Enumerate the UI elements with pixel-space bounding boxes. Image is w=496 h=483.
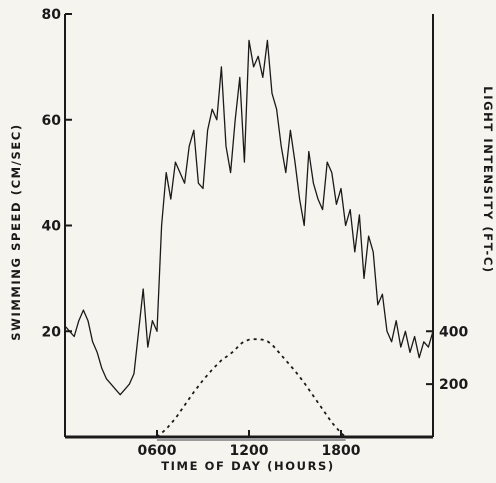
y-tick-label: 40 <box>42 219 62 235</box>
x-axis-title: TIME OF DAY (HOURS) <box>161 459 335 473</box>
x-tick-label: 1800 <box>322 443 361 459</box>
tick-label-layer: 0600 1200 1800 20 40 60 80 200 400 <box>42 7 469 459</box>
y-axis-title: SWIMMING SPEED (CM/SEC) <box>9 123 23 340</box>
swimming-speed-line <box>64 39 434 396</box>
y2-tick-label: 400 <box>439 324 468 340</box>
tick-layer <box>65 13 433 437</box>
series-layer <box>64 39 434 438</box>
y-tick-label: 20 <box>42 324 62 340</box>
y2-tick-label: 200 <box>439 377 468 393</box>
y-tick-label: 80 <box>42 7 62 23</box>
x-tick-label: 0600 <box>138 443 177 459</box>
x-tick-label: 1200 <box>230 443 269 459</box>
chart-frame <box>64 14 434 441</box>
y2-axis-title: LIGHT INTENSITY (FT-C) <box>481 86 495 273</box>
light-intensity-line <box>156 338 347 438</box>
y-tick-label: 60 <box>42 113 62 129</box>
